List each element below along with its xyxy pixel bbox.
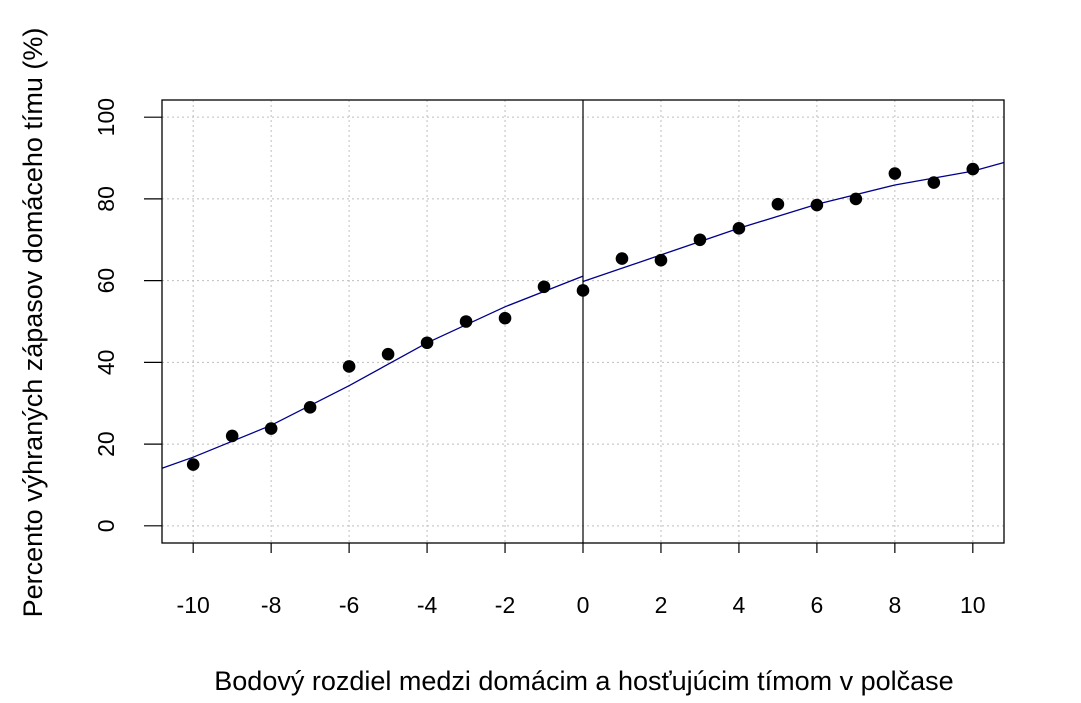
- data-point: [615, 252, 629, 265]
- y-tick-label: 0: [93, 519, 119, 532]
- x-tick-label: 10: [960, 592, 986, 618]
- fit-line-left: [161, 275, 584, 469]
- data-point: [732, 222, 746, 235]
- x-tick-label: 8: [888, 592, 901, 618]
- y-tick-label: 20: [93, 431, 119, 457]
- data-point: [186, 458, 200, 471]
- x-tick-label: 0: [577, 592, 590, 618]
- data-point: [576, 284, 590, 297]
- y-tick-label: 80: [93, 186, 119, 212]
- y-tick-label: 40: [93, 350, 119, 376]
- data-point: [810, 198, 824, 212]
- x-axis-title: Bodový rozdiel medzi domácim a hosťujúci…: [214, 666, 953, 696]
- data-points: [186, 162, 980, 471]
- data-point: [303, 401, 317, 414]
- data-point: [654, 253, 668, 267]
- fit-line-right: [582, 161, 1005, 283]
- x-tick-label: -8: [261, 592, 281, 618]
- x-tick-label: -2: [495, 592, 515, 618]
- y-tick-label: 60: [93, 268, 119, 294]
- data-point: [771, 197, 785, 211]
- data-point: [381, 347, 395, 361]
- data-point: [342, 360, 356, 373]
- data-point: [888, 167, 902, 180]
- x-tick-label: -6: [339, 592, 359, 618]
- data-point: [420, 336, 434, 350]
- x-tick-label: 4: [733, 592, 746, 618]
- data-point: [927, 176, 941, 189]
- y-axis-title: Percento výhraných zápasov domáceho tímu…: [18, 28, 48, 618]
- x-tick-label: 6: [810, 592, 823, 618]
- data-point: [225, 429, 239, 443]
- data-point: [693, 233, 707, 247]
- x-axis: -10 -8 -6 -4 -2 0 2 4 6 8 10: [177, 543, 986, 618]
- data-point: [537, 280, 551, 294]
- data-point: [459, 315, 473, 328]
- x-tick-label: -4: [417, 592, 438, 618]
- data-point: [849, 192, 863, 206]
- data-point: [966, 162, 980, 176]
- y-axis: 0 20 40 60 80 100: [93, 98, 162, 532]
- y-tick-label: 100: [93, 98, 119, 136]
- data-point: [498, 311, 512, 325]
- x-tick-label: 2: [655, 592, 668, 618]
- data-point: [264, 422, 278, 435]
- x-tick-label: -10: [177, 592, 210, 618]
